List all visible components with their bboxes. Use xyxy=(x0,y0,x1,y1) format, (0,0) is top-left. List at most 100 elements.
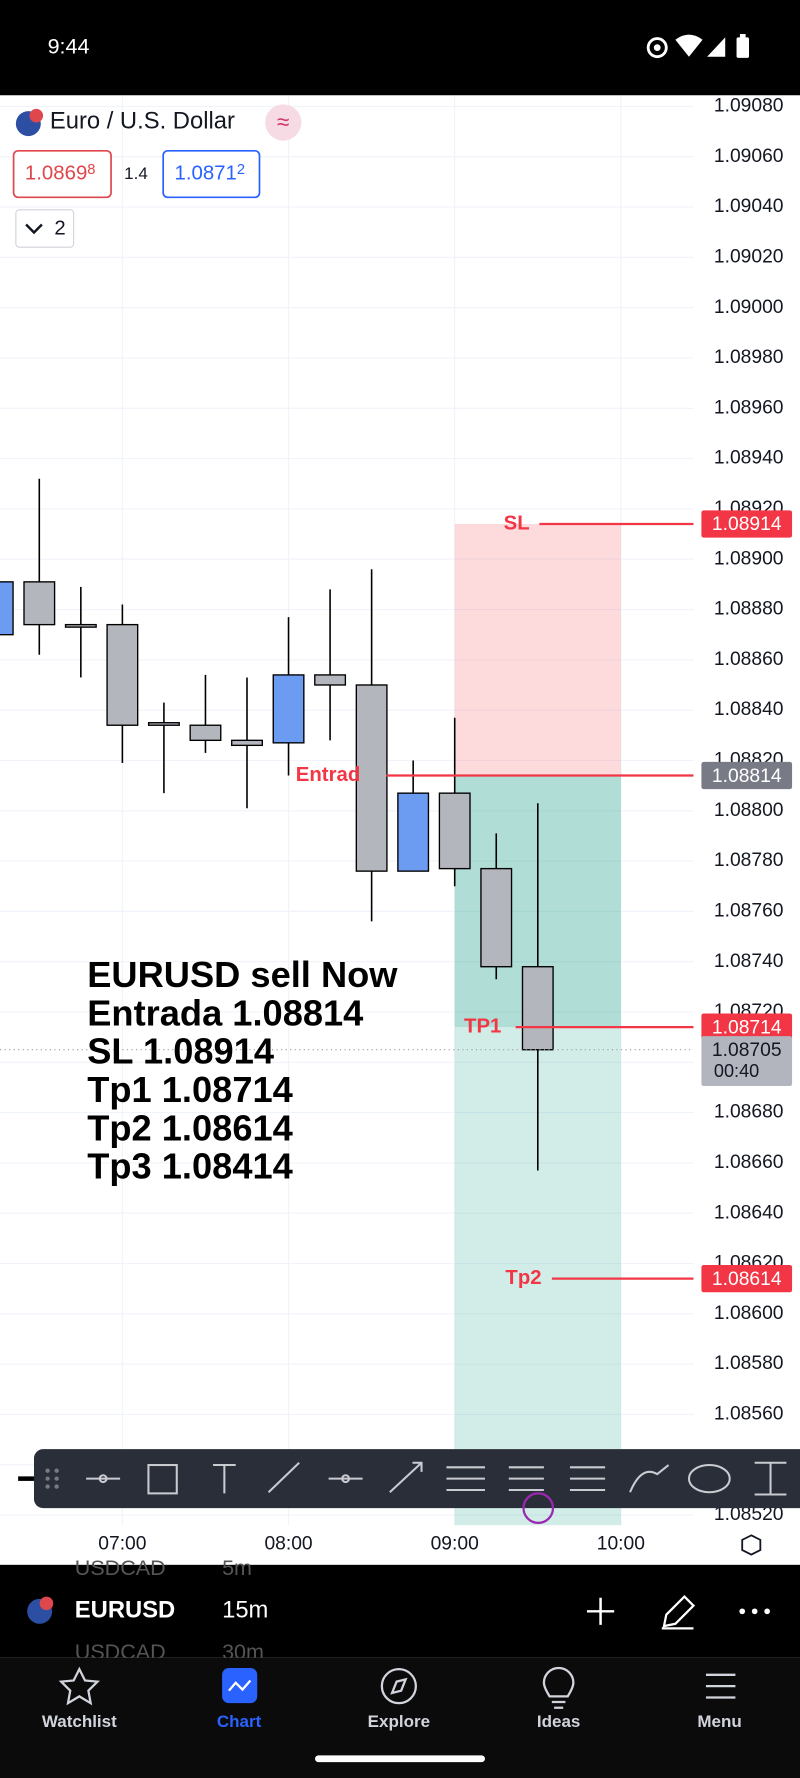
price-badge xyxy=(701,761,793,790)
flag-icon xyxy=(29,108,44,123)
event-marker[interactable] xyxy=(522,1492,555,1524)
prev-symbol: USDCAD xyxy=(75,1556,166,1580)
candle-body xyxy=(106,623,139,726)
draw-button[interactable] xyxy=(661,1594,696,1630)
level-label: Entrad xyxy=(296,764,361,786)
price-badge xyxy=(701,1013,793,1041)
indicator-icon[interactable] xyxy=(265,104,302,141)
buy-button[interactable] xyxy=(162,149,261,199)
y-tick-label: 1.09040 xyxy=(714,196,784,217)
price-badge-label: 1.08614 xyxy=(712,1269,782,1290)
price-badge xyxy=(701,510,793,538)
ask-pip: 2 xyxy=(237,162,245,178)
indicators-toggle[interactable] xyxy=(15,209,75,248)
sell-button[interactable] xyxy=(12,149,112,199)
y-tick-label: 1.08660 xyxy=(714,1152,784,1173)
nav-label[interactable]: Ideas xyxy=(537,1712,580,1731)
y-tick-label: 1.08780 xyxy=(714,850,784,871)
nav-label[interactable]: Explore xyxy=(368,1712,430,1731)
level-label: TP1 xyxy=(464,1015,501,1037)
settings-icon[interactable] xyxy=(741,1534,762,1556)
x-tick-label: 08:00 xyxy=(264,1534,312,1555)
y-tick-label: 1.08860 xyxy=(714,649,784,670)
y-tick-label: 1.08900 xyxy=(714,548,784,569)
status-bar xyxy=(0,0,800,96)
interval[interactable]: 15m xyxy=(222,1597,268,1624)
add-button[interactable] xyxy=(586,1597,615,1625)
explore-icon xyxy=(380,1668,417,1705)
y-tick-label: 1.08740 xyxy=(714,951,784,972)
candle-body xyxy=(355,684,388,872)
nav-label[interactable]: Chart xyxy=(217,1712,262,1731)
y-tick-label: 1.08980 xyxy=(714,347,784,368)
explore-needle xyxy=(390,1677,408,1695)
countdown: 00:40 xyxy=(714,1061,759,1081)
price-badge-label: 1.08814 xyxy=(712,766,782,787)
annotation-line: Tp2 1.08614 xyxy=(87,1107,293,1148)
stop-zone xyxy=(454,524,621,776)
ideas-icon xyxy=(542,1666,575,1709)
last-price-badge xyxy=(701,1036,793,1087)
y-tick-label: 1.08880 xyxy=(714,599,784,620)
symbol-name: Euro / U.S. Dollar xyxy=(50,108,235,135)
candle-body xyxy=(314,674,347,686)
y-tick-label: 1.08760 xyxy=(714,900,784,921)
indicator-count: 2 xyxy=(54,217,65,239)
time-axis xyxy=(0,1526,800,1565)
candle-body xyxy=(480,867,513,968)
y-tick-label: 1.09080 xyxy=(714,96,784,117)
nav-label[interactable]: Watchlist xyxy=(42,1712,117,1731)
x-tick-label: 07:00 xyxy=(98,1534,146,1555)
annotation-line: Tp1 1.08714 xyxy=(87,1069,293,1110)
y-tick-label: 1.08600 xyxy=(714,1303,784,1324)
home-indicator xyxy=(315,1755,485,1763)
chart-icon-line xyxy=(228,1679,252,1692)
ask-price: 1.08712 xyxy=(175,162,246,185)
y-tick-label: 1.08840 xyxy=(714,699,784,720)
status-icons xyxy=(646,34,750,59)
y-tick-label: 1.08640 xyxy=(714,1202,784,1223)
drawing-toolbar xyxy=(18,1449,800,1509)
more-button[interactable] xyxy=(739,1608,770,1615)
y-tick-label: 1.08960 xyxy=(714,397,784,418)
menu-icon xyxy=(705,1673,736,1699)
indicator-glyph: ≈ xyxy=(277,109,289,135)
candle-body xyxy=(147,722,180,726)
candle-body xyxy=(272,674,305,744)
annotation-line: SL 1.08914 xyxy=(87,1031,274,1072)
y-tick-label: 1.08800 xyxy=(714,800,784,821)
nav-label[interactable]: Menu xyxy=(697,1712,741,1731)
watchlist-icon xyxy=(58,1666,100,1706)
candle-body xyxy=(0,581,14,636)
prev-interval: 5m xyxy=(222,1556,252,1580)
candle-body xyxy=(64,623,97,628)
candle-body xyxy=(23,581,56,626)
annotation-line: Tp3 1.08414 xyxy=(87,1146,293,1187)
price-badge xyxy=(701,1265,793,1293)
candle-body xyxy=(189,724,222,742)
candle-body xyxy=(438,792,471,870)
clock: 9:44 xyxy=(48,34,90,58)
y-tick-label: 1.08680 xyxy=(714,1102,784,1123)
level-label: Tp2 xyxy=(505,1267,541,1289)
chevron xyxy=(25,223,43,235)
candle-body xyxy=(397,792,430,872)
price-badge-label: 1.08714 xyxy=(712,1017,782,1038)
plot-area: SL Entrad TP1 Tp2 xyxy=(0,96,694,1526)
y-tick-label: 1.08520 xyxy=(714,1504,784,1525)
y-tick-label: 1.09020 xyxy=(714,246,784,267)
annotation-line: EURUSD sell Now xyxy=(87,954,398,995)
level-label: SL xyxy=(504,512,530,534)
spread: 1.4 xyxy=(124,164,148,183)
candle-body xyxy=(231,739,263,747)
y-tick-label: 1.09060 xyxy=(714,146,784,167)
last-price-label: 1.08705 xyxy=(712,1040,782,1061)
y-tick-label: 1.09000 xyxy=(714,297,784,318)
candle-body xyxy=(521,966,554,1051)
y-tick-label: 1.08580 xyxy=(714,1353,784,1374)
symbol[interactable]: EURUSD xyxy=(75,1597,175,1624)
ask-main: 1.0871 xyxy=(175,163,237,185)
